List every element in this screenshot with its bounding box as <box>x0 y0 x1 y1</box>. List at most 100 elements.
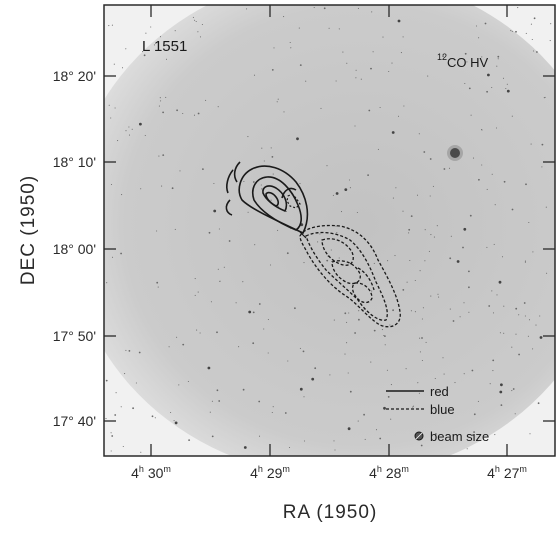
star-dot <box>117 140 119 142</box>
star-dot <box>248 310 252 314</box>
star-dot <box>113 63 115 65</box>
star-dot <box>515 30 517 33</box>
star-dot <box>412 405 415 407</box>
star-dot <box>197 291 199 293</box>
star-dot <box>299 64 302 66</box>
star-dot <box>484 22 487 25</box>
star-dot <box>367 174 369 177</box>
star-dot <box>348 179 351 181</box>
star-dot <box>284 412 287 414</box>
sky-plate <box>104 5 555 456</box>
star-dot <box>416 194 419 196</box>
star-dot <box>334 449 336 451</box>
star-dot <box>296 137 299 141</box>
star-dot <box>194 19 196 21</box>
star-dot <box>478 178 480 181</box>
star-dot <box>106 282 108 284</box>
star-dot <box>313 6 315 9</box>
star-dot <box>205 99 207 101</box>
star-dot <box>535 324 537 326</box>
star-dot <box>408 232 410 234</box>
star-dot <box>210 301 212 303</box>
star-dot <box>199 332 201 334</box>
star-dot <box>283 111 285 113</box>
star-dot <box>298 27 300 29</box>
star-dot <box>165 96 167 98</box>
star-dot <box>471 369 474 372</box>
star-dot <box>452 320 455 322</box>
x-tick-label: 4h 28m <box>369 464 409 481</box>
star-dot <box>466 61 468 63</box>
star-dot <box>347 372 349 374</box>
star-dot <box>544 96 546 98</box>
star-dot <box>140 451 142 453</box>
star-dot <box>258 400 261 403</box>
star-dot <box>532 348 534 350</box>
star-dot <box>150 26 152 28</box>
star-dot <box>417 382 419 384</box>
y-tick-label: 18° 20' <box>53 68 96 84</box>
star-dot <box>443 168 446 170</box>
star-dot <box>384 335 386 337</box>
star-dot <box>421 359 423 362</box>
star-dot <box>182 112 184 115</box>
star-dot <box>501 256 504 258</box>
star-dot <box>371 290 373 292</box>
star-dot <box>143 54 146 57</box>
star-dot <box>418 392 420 394</box>
star-dot <box>160 100 162 102</box>
star-dot <box>402 289 405 291</box>
star-dot <box>471 434 474 437</box>
star-dot <box>496 294 498 296</box>
plot-frame <box>103 4 556 457</box>
star-dot <box>272 406 274 408</box>
star-dot <box>174 30 176 32</box>
star-dot <box>358 310 360 312</box>
star-dot <box>382 36 384 38</box>
star-dot <box>390 418 392 420</box>
star-dot <box>442 55 444 57</box>
star-dot <box>525 183 527 186</box>
star-dot <box>246 8 248 10</box>
star-dot <box>410 215 413 218</box>
star-dot <box>344 312 347 315</box>
star-dot <box>286 252 289 255</box>
star-dot <box>491 290 493 292</box>
star-dot <box>358 318 360 321</box>
star-dot <box>187 380 189 383</box>
star-dot <box>357 420 359 422</box>
star-dot <box>375 429 378 431</box>
star-dot <box>168 346 170 348</box>
legend-red-label: red <box>430 384 449 399</box>
star-dot <box>121 67 124 69</box>
star-dot <box>354 332 356 334</box>
star-dot <box>158 105 160 107</box>
star-dot <box>217 268 219 270</box>
star-dot <box>208 231 211 234</box>
star-dot <box>216 331 218 334</box>
star-dot <box>511 30 513 33</box>
star-dot <box>243 446 247 449</box>
star-dot <box>108 25 110 27</box>
star-dot <box>387 260 389 262</box>
star-dot <box>392 309 394 312</box>
star-dot <box>392 197 394 199</box>
star-dot <box>270 147 272 149</box>
star-dot <box>463 227 467 231</box>
star-dot <box>162 111 165 114</box>
star-dot <box>355 69 357 71</box>
star-dot <box>433 236 435 238</box>
star-dot <box>492 370 494 372</box>
star-dot <box>394 255 396 257</box>
star-dot <box>330 249 332 251</box>
star-dot <box>530 23 532 25</box>
y-axis-title: DEC (1950) <box>18 175 39 285</box>
star-dot <box>211 435 214 438</box>
star-dot <box>114 107 116 109</box>
red-contours <box>225 161 309 235</box>
star-dot <box>518 314 520 316</box>
star-dot <box>397 115 400 117</box>
star-dot <box>456 260 460 263</box>
star-dot <box>179 170 181 172</box>
star-dot <box>539 315 541 317</box>
